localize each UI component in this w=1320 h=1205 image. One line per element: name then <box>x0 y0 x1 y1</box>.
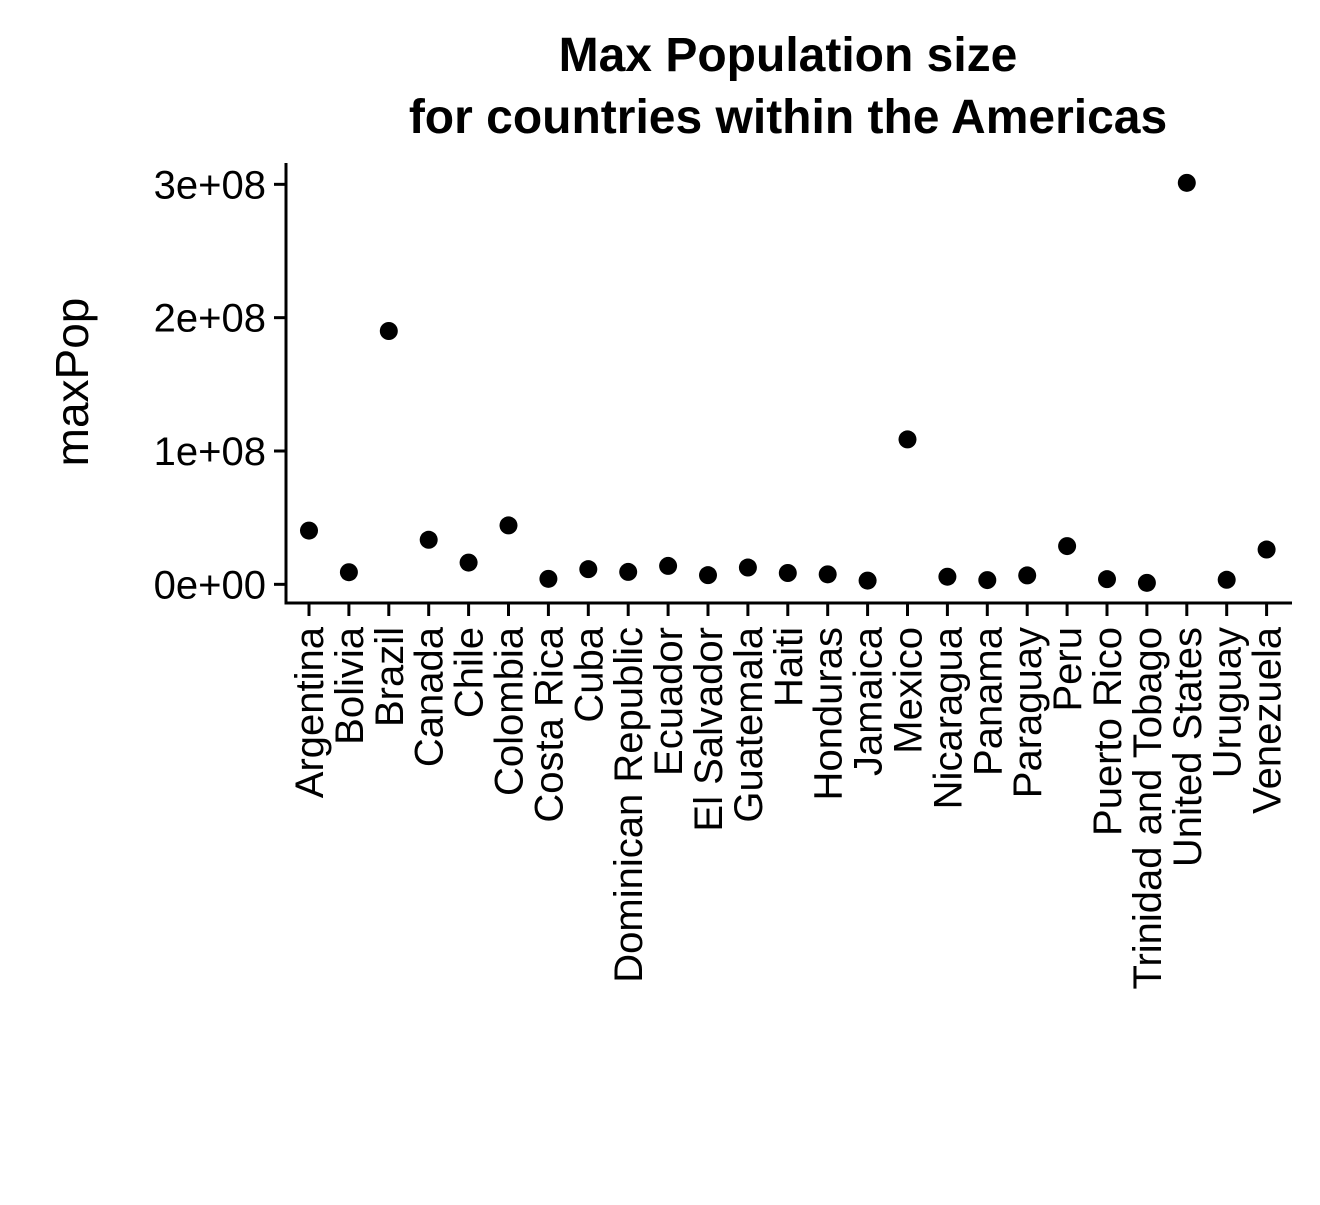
data-point <box>1018 566 1037 585</box>
chart-title-line-2: for countries within the Americas <box>409 91 1167 144</box>
chart-title: Max Population size for countries within… <box>409 29 1167 144</box>
data-point <box>1217 570 1236 589</box>
x-tick-label: Costa Rica <box>527 626 571 822</box>
x-tick-label: Argentina <box>288 626 332 798</box>
data-point <box>1257 540 1276 559</box>
data-point <box>978 571 997 590</box>
data-point <box>379 322 398 340</box>
data-point <box>1098 570 1116 589</box>
data-point <box>499 516 518 535</box>
x-tick-label: El Salvador <box>687 627 731 832</box>
data-point <box>419 530 438 549</box>
x-tick-label: Jamaica <box>847 626 891 776</box>
x-tick-label: Peru <box>1046 627 1090 712</box>
data-point <box>619 562 638 581</box>
x-tick-label: Bolivia <box>328 626 372 745</box>
y-tick-label: 2e+08 <box>154 297 266 341</box>
data-point <box>339 563 358 582</box>
data-point <box>898 430 917 449</box>
data-point <box>1137 573 1156 592</box>
y-tick-label: 3e+08 <box>154 163 266 207</box>
x-tick-label: Haiti <box>767 627 811 707</box>
x-tick-label: Venezuela <box>1246 626 1290 814</box>
x-tick-label: Dominican Republic <box>607 627 651 983</box>
y-tick-label: 0e+00 <box>154 563 266 607</box>
data-points <box>300 173 1276 592</box>
data-point <box>539 569 558 588</box>
x-tick-label: Panama <box>966 626 1010 776</box>
x-tick-label: Uruguay <box>1206 627 1250 778</box>
x-tick-label: Puerto Rico <box>1086 627 1130 836</box>
x-tick-label: Colombia <box>488 626 532 796</box>
data-point <box>300 521 318 540</box>
x-tick-label: Ecuador <box>647 627 691 776</box>
y-axis: 0e+00 1e+08 2e+08 3e+08 <box>154 163 288 607</box>
data-point <box>778 564 797 582</box>
x-tick-label: Chile <box>448 627 492 718</box>
data-point <box>1177 173 1196 192</box>
x-tick-label: Brazil <box>368 627 412 727</box>
x-tick-label: Trinidad and Tobago <box>1126 627 1170 990</box>
data-point <box>938 567 957 586</box>
data-point <box>858 571 877 590</box>
data-point <box>1058 537 1077 556</box>
chart-title-line-1: Max Population size <box>559 29 1018 82</box>
x-tick-label: United States <box>1166 627 1210 867</box>
data-point <box>699 566 717 585</box>
x-tick-label: Guatemala <box>727 626 771 822</box>
x-tick-label: Honduras <box>807 627 851 800</box>
x-axis: ArgentinaBoliviaBrazilCanadaChileColombi… <box>284 601 1292 990</box>
x-tick-label: Mexico <box>887 627 931 754</box>
y-axis-title: maxPop <box>46 298 98 467</box>
x-tick-label: Cuba <box>567 626 611 722</box>
x-tick-label: Canada <box>408 626 452 767</box>
data-point <box>659 556 678 575</box>
y-tick-label: 1e+08 <box>154 430 266 474</box>
data-point <box>579 560 598 579</box>
x-tick-label: Nicaragua <box>926 626 970 809</box>
data-point <box>459 553 478 572</box>
x-tick-label: Paraguay <box>1006 627 1050 798</box>
data-point <box>818 565 837 584</box>
data-point <box>738 558 757 577</box>
